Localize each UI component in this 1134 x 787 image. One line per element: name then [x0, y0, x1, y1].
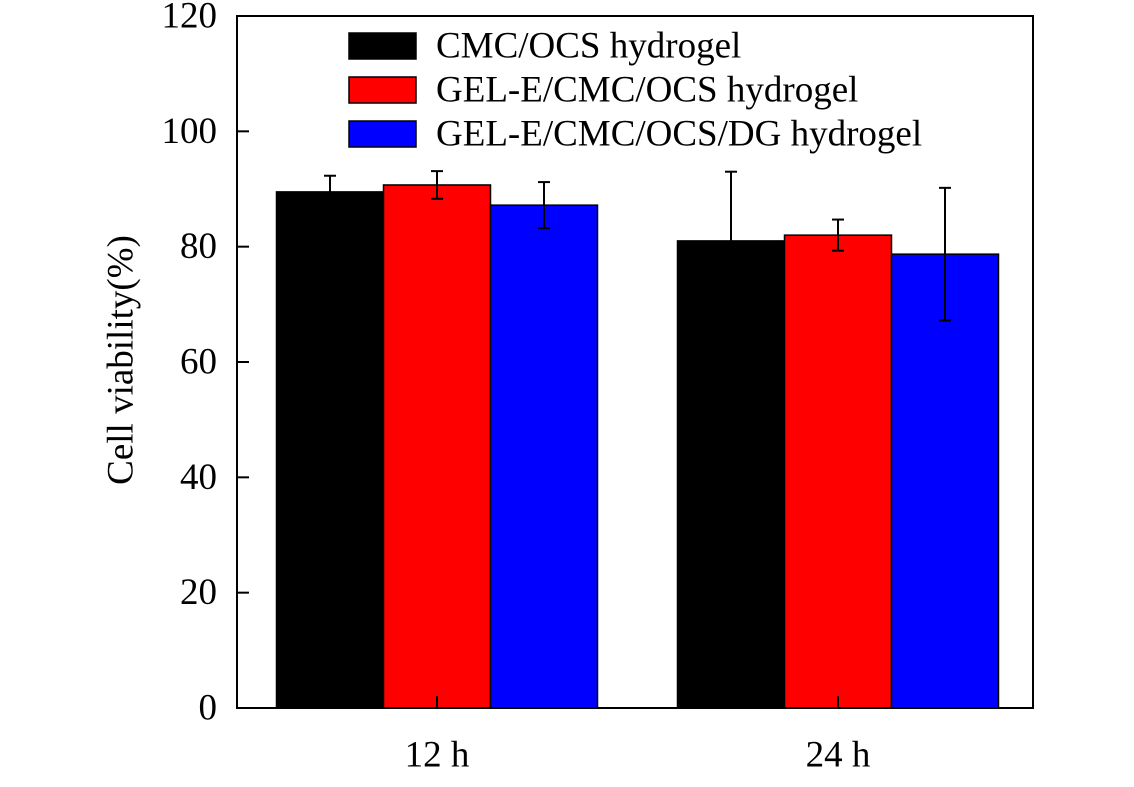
y-tick-label: 40 — [180, 457, 217, 498]
legend-swatch — [348, 32, 417, 60]
legend-swatch — [348, 120, 417, 148]
bar-1-1 — [275, 191, 385, 709]
legend-item: GEL-E/CMC/OCS hydrogel — [348, 70, 858, 111]
legend-label: GEL-E/CMC/OCS/DG hydrogel — [436, 114, 922, 155]
y-tick-label: 0 — [199, 688, 218, 729]
legend-swatch — [348, 76, 417, 104]
legend-item: CMC/OCS hydrogel — [348, 26, 741, 67]
legend-item: GEL-E/CMC/OCS/DG hydrogel — [348, 114, 922, 155]
error-bar-1-2 — [725, 170, 737, 312]
x-category-label: 12 h — [405, 734, 470, 775]
y-tick-label: 120 — [162, 0, 218, 37]
y-axis: 0 20 40 60 80 100 120 — [162, 0, 249, 729]
x-category-label: 24 h — [806, 734, 871, 775]
bars-layer — [275, 184, 1000, 709]
bar-3-2 — [890, 253, 1000, 709]
bar-2-1 — [382, 184, 492, 709]
error-bar-3-2 — [939, 186, 951, 322]
error-bars-layer — [324, 170, 951, 322]
x-axis: 12 h 24 h — [405, 696, 871, 775]
bar-1-2 — [676, 240, 786, 709]
y-tick-label: 100 — [162, 111, 218, 152]
error-bar-3-1 — [538, 181, 550, 230]
y-tick-label: 80 — [180, 226, 217, 267]
legend-label: CMC/OCS hydrogel — [436, 26, 741, 67]
error-bar-2-1 — [431, 170, 443, 200]
y-tick-label: 20 — [180, 572, 217, 613]
y-axis-title: Cell viability(%) — [100, 235, 141, 485]
y-tick-label: 60 — [180, 342, 217, 383]
bar-3-1 — [489, 204, 599, 709]
error-bar-2-2 — [832, 218, 844, 252]
legend-label: GEL-E/CMC/OCS hydrogel — [436, 70, 858, 111]
bar-2-2 — [783, 234, 893, 709]
error-bar-1-1 — [324, 174, 336, 210]
